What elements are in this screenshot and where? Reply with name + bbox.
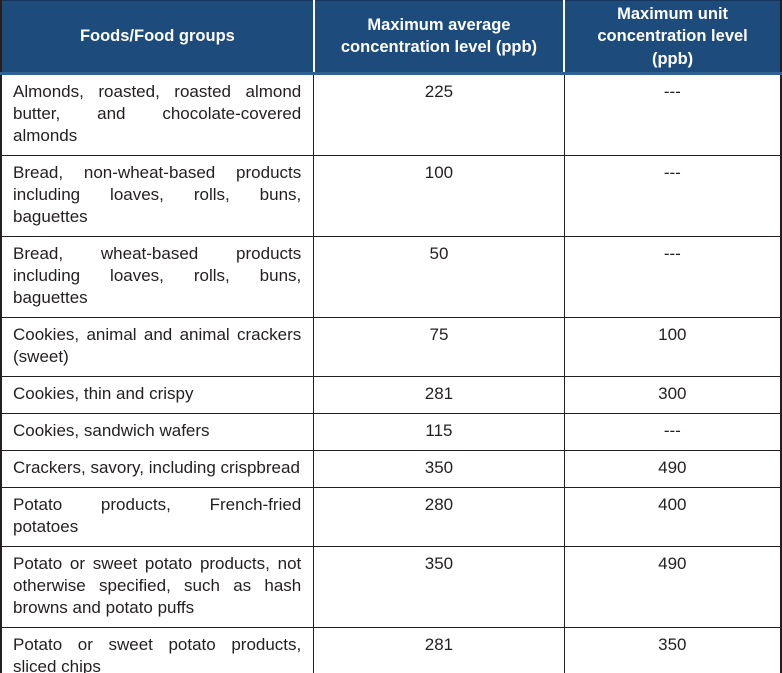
column-header-foods: Foods/Food groups [1, 0, 314, 75]
max-unit-concentration-cell: 350 [563, 626, 782, 673]
table-row: Crackers, savory, including crispbread 3… [0, 449, 782, 488]
max-unit-concentration-cell: 490 [563, 545, 782, 628]
max-average-concentration-cell: 281 [313, 626, 565, 673]
table-row: Potato or sweet potato products, not oth… [0, 545, 782, 628]
max-unit-concentration-cell: --- [563, 72, 782, 156]
table-row: Bread, wheat-based products including lo… [0, 235, 782, 318]
table-row: Potato or sweet potato products, sliced … [0, 626, 782, 673]
food-group-cell: Potato or sweet potato products, sliced … [0, 626, 315, 673]
food-group-cell: Cookies, sandwich wafers [0, 412, 315, 451]
table-row: Cookies, sandwich wafers 115 --- [0, 412, 782, 451]
table-row: Potato products, French-fried potatoes 2… [0, 486, 782, 547]
max-unit-concentration-cell: 100 [563, 316, 782, 377]
max-average-concentration-cell: 225 [313, 72, 565, 156]
food-group-cell: Cookies, thin and crispy [0, 375, 315, 414]
food-group-cell: Cookies, animal and animal crackers (swe… [0, 316, 315, 377]
max-unit-concentration-cell: --- [563, 235, 782, 318]
max-unit-concentration-cell: 300 [563, 375, 782, 414]
food-group-cell: Bread, wheat-based products including lo… [0, 235, 315, 318]
food-group-cell: Potato or sweet potato products, not oth… [0, 545, 315, 628]
table-row: Almonds, roasted, roasted almond butter,… [0, 72, 782, 156]
header-row: Foods/Food groups Maximum average concen… [1, 0, 781, 75]
max-average-concentration-cell: 350 [313, 449, 565, 488]
max-average-concentration-cell: 281 [313, 375, 565, 414]
column-header-max-unit-concentration: Maximum unit concentration level (ppb) [563, 0, 781, 75]
max-unit-concentration-cell: --- [563, 154, 782, 237]
column-header-max-average-concentration: Maximum average concentration level (ppb… [312, 0, 565, 75]
table-row: Cookies, thin and crispy 281 300 [0, 375, 782, 414]
table-body: Almonds, roasted, roasted almond butter,… [0, 72, 782, 673]
max-average-concentration-cell: 75 [313, 316, 565, 377]
table-header: Foods/Food groups Maximum average concen… [1, 0, 781, 75]
table-row: Bread, non-wheat-based products includin… [0, 154, 782, 237]
max-average-concentration-cell: 115 [313, 412, 565, 451]
food-group-cell: Potato products, French-fried potatoes [0, 486, 315, 547]
max-unit-concentration-cell: 490 [563, 449, 782, 488]
max-unit-concentration-cell: 400 [563, 486, 782, 547]
max-unit-concentration-cell: --- [563, 412, 782, 451]
food-group-cell: Crackers, savory, including crispbread [0, 449, 315, 488]
max-average-concentration-cell: 350 [313, 545, 565, 628]
table-row: Cookies, animal and animal crackers (swe… [0, 316, 782, 377]
food-group-cell: Almonds, roasted, roasted almond butter,… [0, 72, 315, 156]
max-average-concentration-cell: 280 [313, 486, 565, 547]
max-average-concentration-cell: 100 [313, 154, 565, 237]
food-group-cell: Bread, non-wheat-based products includin… [0, 154, 315, 237]
max-average-concentration-cell: 50 [313, 235, 565, 318]
